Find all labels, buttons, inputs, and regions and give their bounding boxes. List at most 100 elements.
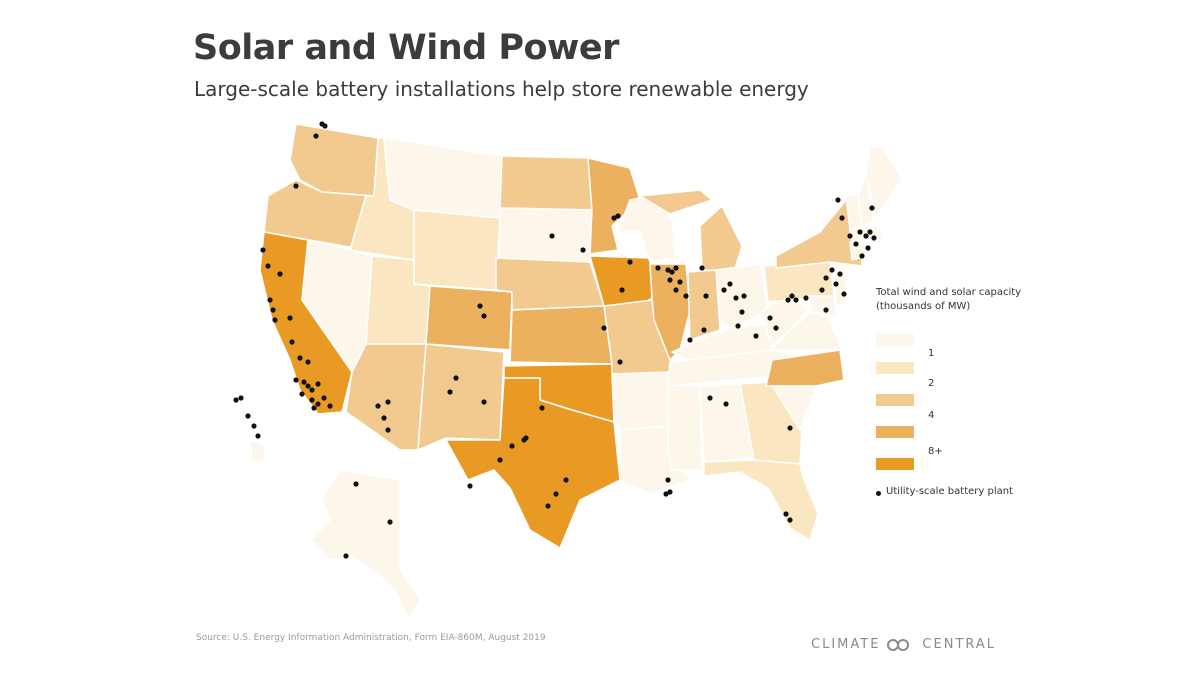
battery-plant [617, 359, 623, 365]
battery-plant [773, 325, 779, 331]
map-subtitle: Large-scale battery installations help s… [194, 77, 809, 101]
legend-swatch-2 [876, 362, 914, 374]
legend-label-2: 2 [928, 378, 935, 389]
battery-plant [293, 377, 299, 383]
battery-plant [847, 233, 853, 239]
brand-right-text: CENTRAL [922, 637, 997, 652]
state-minnesota [587, 157, 641, 255]
battery-plant [549, 233, 555, 239]
state-hawaii [249, 439, 267, 463]
state-alaska [311, 469, 421, 619]
legend-swatch-1 [876, 334, 914, 346]
battery-plant [819, 287, 825, 293]
state-indiana [687, 269, 721, 341]
battery-plant [841, 291, 847, 297]
battery-plant [553, 491, 559, 497]
battery-plant [703, 293, 709, 299]
state-arkansas [611, 371, 673, 431]
legend-title: Total wind and solar capacity (thousands… [876, 286, 1046, 314]
battery-plant [753, 333, 759, 339]
legend-battery-label: Utility-scale battery plant [886, 486, 1013, 497]
battery-plant [238, 395, 244, 401]
battery-plant [270, 307, 276, 313]
battery-plant [385, 399, 391, 405]
state-north-dakota [499, 155, 593, 211]
state-florida [703, 459, 819, 541]
battery-plant [321, 395, 327, 401]
battery-plant [381, 415, 387, 421]
battery-plant [673, 265, 679, 271]
battery-plant [375, 403, 381, 409]
battery-plant [311, 405, 317, 411]
battery-plant [327, 403, 333, 409]
battery-plant [669, 269, 675, 275]
battery-plant [305, 383, 311, 389]
battery-plant [497, 457, 503, 463]
state-new-jersey [833, 269, 847, 307]
battery-plant [665, 267, 671, 273]
battery-plant [707, 395, 713, 401]
battery-plant [272, 317, 278, 323]
battery-plant [727, 281, 733, 287]
battery-plant [477, 303, 483, 309]
battery-plant [619, 287, 625, 293]
legend-title-line2: (thousands of MW) [876, 301, 971, 312]
battery-plant [353, 481, 359, 487]
battery-plant [289, 339, 295, 345]
battery-plant [667, 489, 673, 495]
battery-plant [871, 235, 877, 241]
brand-left-text: CLIMATE [811, 637, 881, 652]
battery-plant [315, 401, 321, 407]
battery-plant [245, 413, 251, 419]
battery-plant [299, 391, 305, 397]
battery-plant [723, 401, 729, 407]
state-new-mexico [417, 343, 505, 451]
state-north-carolina [765, 349, 845, 387]
battery-plant [803, 295, 809, 301]
battery-plant [853, 241, 859, 247]
battery-plant [739, 309, 745, 315]
battery-plant [277, 271, 283, 277]
battery-plant [701, 327, 707, 333]
battery-plant [683, 293, 689, 299]
state-arizona [345, 343, 427, 451]
battery-plant [837, 271, 843, 277]
battery-plant [601, 325, 607, 331]
battery-plant [823, 307, 829, 313]
battery-plant [673, 287, 679, 293]
battery-plant [667, 277, 673, 283]
state-michigan-upper [639, 189, 713, 215]
battery-plant [447, 389, 453, 395]
climate-central-logo: CLIMATE CENTRAL [811, 637, 996, 652]
battery-plant [721, 287, 727, 293]
state-georgia [739, 381, 803, 465]
battery-plant [787, 517, 793, 523]
battery-plant [297, 355, 303, 361]
battery-plant [835, 197, 841, 203]
battery-plant [829, 267, 835, 273]
legend-label-3: 4 [928, 410, 935, 421]
battery-plant [741, 293, 747, 299]
battery-plant [857, 229, 863, 235]
legend-label-1: 1 [928, 348, 935, 359]
battery-plant [733, 295, 739, 301]
legend-swatch-4 [876, 426, 914, 438]
legend-label-4: 8+ [928, 446, 943, 457]
battery-plant [793, 297, 799, 303]
state-maryland [807, 295, 837, 317]
battery-plant [453, 375, 459, 381]
state-mississippi [667, 385, 703, 471]
state-new-hampshire [857, 175, 875, 227]
battery-plant [615, 213, 621, 219]
battery-plant [293, 183, 299, 189]
state-illinois [649, 263, 691, 361]
battery-plant [859, 253, 865, 259]
battery-plant [309, 397, 315, 403]
battery-plant [301, 379, 307, 385]
battery-plant [863, 233, 869, 239]
source-note: Source: U.S. Energy Information Administ… [196, 633, 546, 643]
battery-plant [539, 405, 545, 411]
battery-plant [687, 337, 693, 343]
battery-plant [655, 265, 661, 271]
battery-plant [865, 245, 871, 251]
